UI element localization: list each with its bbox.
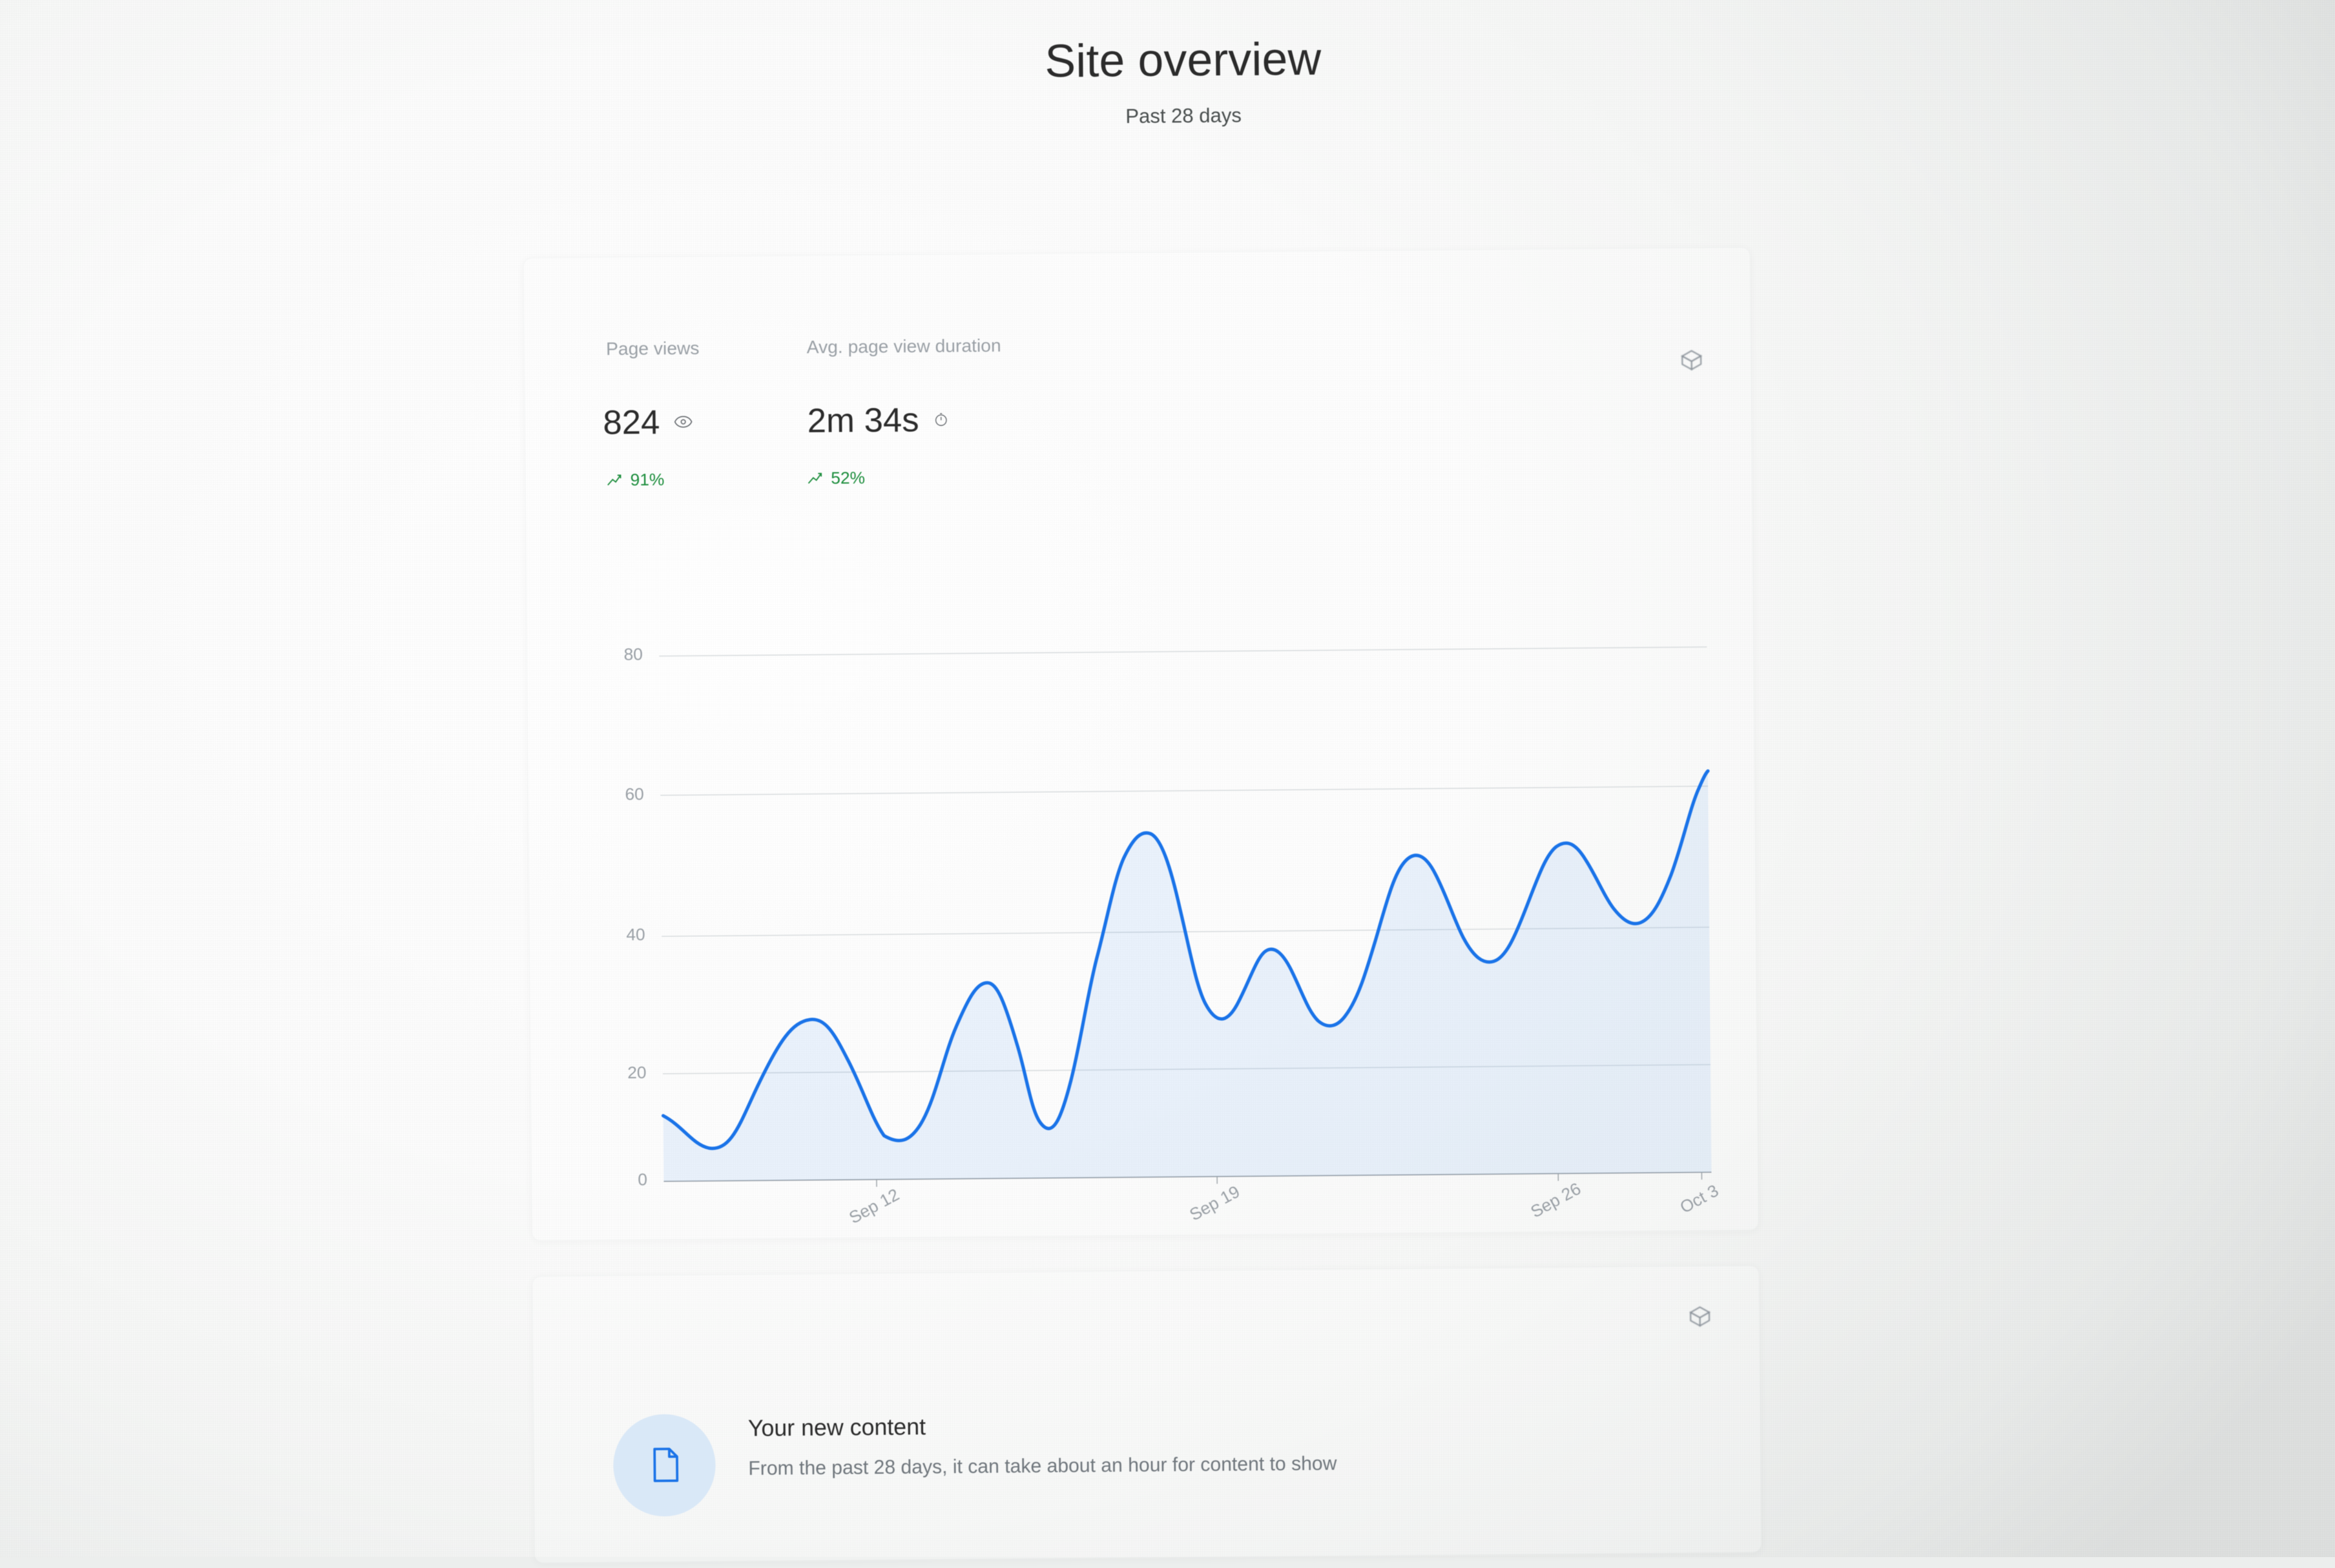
svg-text:Sep 19: Sep 19 (1186, 1182, 1243, 1224)
svg-text:40: 40 (626, 925, 645, 944)
svg-text:60: 60 (625, 784, 644, 803)
svg-text:Sep 12: Sep 12 (846, 1185, 902, 1228)
svg-text:Sep 26: Sep 26 (1527, 1179, 1584, 1221)
svg-text:0: 0 (638, 1170, 648, 1189)
svg-text:80: 80 (624, 644, 643, 663)
svg-text:20: 20 (628, 1063, 646, 1082)
svg-text:Oct 3: Oct 3 (1677, 1181, 1722, 1217)
